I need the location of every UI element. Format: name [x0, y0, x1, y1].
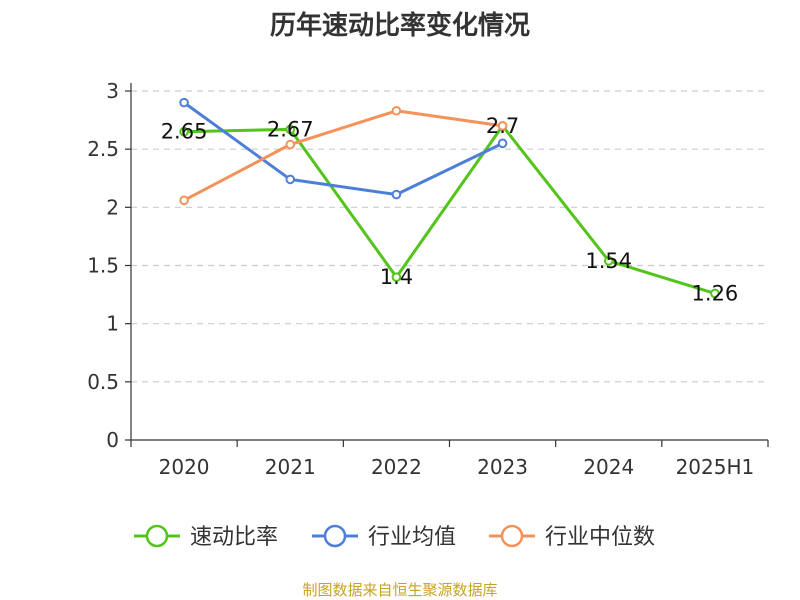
legend[interactable]: 速动比率 行业均值 行业中位数: [134, 524, 655, 550]
series-0-point-0[interactable]: [179, 126, 189, 137]
series-line-1: [183, 101, 504, 197]
series-2-point-1[interactable]: [285, 139, 296, 150]
data-labels: 2.65 2.67 1.4 2.7 1.54 1.26: [161, 114, 739, 306]
y-tick-label-6: 3: [106, 79, 119, 103]
x-tick-label-3: 2023: [477, 455, 528, 479]
data-label-0: 2.65: [161, 120, 208, 144]
y-tick-label-5: 2.5: [87, 137, 119, 161]
series-2-point-3[interactable]: [497, 121, 508, 131]
chart-title: 历年速动比率变化情况: [270, 10, 530, 41]
data-label-1: 2.67: [267, 117, 314, 141]
series-2-point-2[interactable]: [391, 105, 402, 116]
series-0-point-4[interactable]: [603, 256, 614, 266]
legend-item-0[interactable]: 速动比率: [134, 524, 278, 550]
legend-item-2[interactable]: 行业中位数: [489, 524, 655, 550]
x-tick-label-5: 2025H1: [676, 455, 755, 479]
y-tick-label-4: 2: [106, 195, 119, 219]
source-note: 制图数据来自恒生聚源数据库: [302, 581, 497, 599]
series-1-point-1[interactable]: [285, 174, 296, 185]
y-tick-label-2: 1: [106, 312, 119, 336]
legend-swatch-marker-2: [500, 524, 524, 548]
series-line-0: [184, 124, 716, 295]
y-tick-label-0: 0: [106, 428, 119, 452]
y-tick-label-1: 0.5: [87, 370, 119, 394]
x-tick-label-0: 2020: [159, 455, 210, 479]
axes: 0 0.5 1 1.5 2 2.5 3 2020 2021 2022 2023 2024 2025H1: [87, 79, 769, 479]
legend-item-1[interactable]: 行业均值: [312, 524, 456, 550]
series-1-point-2[interactable]: [391, 189, 402, 200]
legend-label-0: 速动比率: [190, 525, 278, 550]
data-label-3: 2.7: [486, 114, 519, 138]
series-line-2: [183, 109, 503, 202]
series-0-point-2[interactable]: [391, 272, 402, 282]
legend-swatch-marker-0: [145, 524, 169, 548]
legend-label-2: 行业中位数: [545, 525, 655, 550]
data-label-4: 1.54: [585, 249, 632, 273]
data-label-5: 1.26: [692, 281, 739, 305]
y-tick-label-3: 1.5: [87, 254, 119, 278]
x-tick-label-1: 2021: [265, 455, 316, 479]
series-0-point-5[interactable]: [710, 288, 720, 299]
series-1-point-0[interactable]: [179, 97, 189, 108]
x-tick-label-2: 2022: [371, 455, 422, 479]
legend-label-1: 行业均值: [368, 525, 456, 550]
legend-swatch-marker-1: [323, 524, 347, 548]
series-group: [179, 97, 720, 299]
series-0-point-1[interactable]: [285, 124, 296, 135]
x-tick-label-4: 2024: [583, 455, 634, 479]
series-1-point-3[interactable]: [497, 138, 508, 149]
series-2-point-0[interactable]: [179, 195, 189, 206]
data-label-2: 1.4: [380, 265, 413, 289]
gridlines: [131, 90, 768, 383]
